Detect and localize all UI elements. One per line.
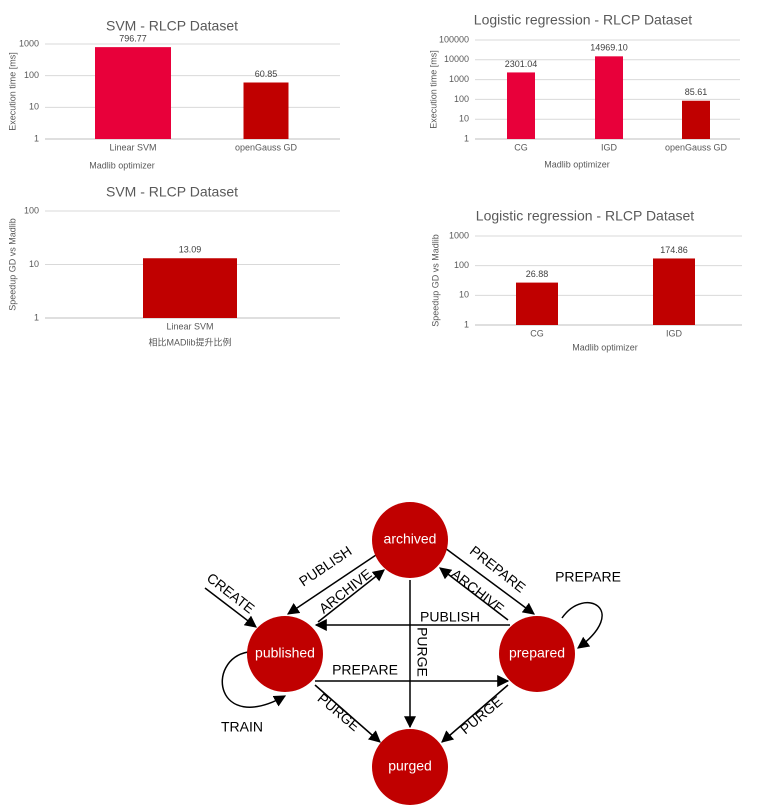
x-tick-label: Linear SVM	[166, 321, 213, 331]
x-tick-label: openGauss GD	[235, 142, 298, 152]
node	[372, 502, 448, 578]
edge	[287, 554, 377, 615]
edge-label: PURGE	[414, 627, 430, 677]
x-tick-label: IGD	[666, 328, 683, 338]
y-axis-label: Execution time [ms]	[7, 52, 17, 131]
y-tick-label: 100000	[439, 34, 469, 44]
bar	[653, 258, 695, 325]
chart-title: SVM - RLCP Dataset	[106, 184, 238, 200]
edge	[221, 651, 287, 708]
bar	[143, 258, 237, 318]
x-tick-label: openGauss GD	[665, 142, 728, 152]
data-label: 14969.10	[590, 43, 628, 53]
node	[372, 729, 448, 805]
y-tick-label: 10	[459, 290, 469, 300]
y-tick-label: 10	[459, 114, 469, 124]
bar	[682, 100, 710, 139]
edge-label: TRAIN	[221, 719, 263, 735]
y-tick-label: 100	[24, 70, 39, 80]
y-tick-label: 100	[454, 94, 469, 104]
chart-title: Logistic regression - RLCP Dataset	[476, 208, 695, 224]
y-tick-label: 100	[24, 205, 39, 215]
node	[247, 616, 323, 692]
edge	[314, 684, 381, 743]
edge-label: PURGE	[315, 690, 363, 734]
data-label: 60.85	[255, 69, 278, 79]
node-label: published	[255, 645, 315, 661]
edge	[204, 587, 257, 628]
y-tick-label: 10	[29, 259, 39, 269]
data-label: 85.61	[685, 87, 708, 97]
bar	[516, 282, 558, 325]
x-tick-label: CG	[530, 328, 544, 338]
y-tick-label: 1	[464, 133, 469, 143]
y-tick-label: 1000	[19, 38, 39, 48]
x-tick-label: IGD	[601, 142, 618, 152]
bar	[595, 56, 623, 139]
y-axis-label: Execution time [ms]	[428, 50, 438, 129]
data-label: 26.88	[526, 269, 549, 279]
y-tick-label: 100	[454, 260, 469, 270]
data-label: 2301.04	[505, 59, 538, 69]
x-tick-label: Linear SVM	[109, 142, 156, 152]
node-label: purged	[388, 758, 432, 774]
edge	[441, 684, 509, 743]
x-axis-label: Madlib optimizer	[572, 342, 638, 352]
edge-label: PREPARE	[332, 662, 398, 678]
edge	[439, 567, 509, 621]
bar	[507, 72, 535, 139]
bar	[243, 82, 289, 139]
edge-label: PURGE	[457, 693, 505, 737]
x-axis-label: Madlib optimizer	[89, 160, 155, 170]
chart-title: SVM - RLCP Dataset	[106, 18, 238, 34]
y-tick-label: 10	[29, 102, 39, 112]
node-label: archived	[384, 531, 437, 547]
y-tick-label: 1000	[449, 230, 469, 240]
chart-title: Logistic regression - RLCP Dataset	[474, 12, 693, 28]
edge	[317, 569, 385, 623]
y-tick-label: 1	[34, 133, 39, 143]
y-axis-label: Speedup GD vs Madlib	[430, 234, 440, 327]
y-tick-label: 1	[34, 312, 39, 322]
x-axis-label: Madlib optimizer	[544, 159, 610, 169]
edge	[561, 601, 603, 649]
node	[499, 616, 575, 692]
edge-label: PREPARE	[555, 569, 621, 585]
y-tick-label: 1	[464, 319, 469, 329]
x-axis-label: 相比MADlib提升比例	[148, 336, 231, 347]
data-label: 13.09	[179, 245, 202, 255]
y-tick-label: 10000	[444, 54, 469, 64]
data-label: 796.77	[119, 33, 147, 43]
y-tick-label: 1000	[449, 74, 469, 84]
y-axis-label: Speedup GD vs Madlib	[7, 218, 17, 311]
state-diagram: archived published prepared purged CREAT…	[204, 502, 621, 805]
bar	[95, 47, 171, 140]
edge-label: PUBLISH	[420, 609, 480, 625]
data-label: 174.86	[660, 245, 688, 255]
node-label: prepared	[509, 645, 565, 661]
edge	[444, 547, 535, 615]
x-tick-label: CG	[514, 142, 528, 152]
